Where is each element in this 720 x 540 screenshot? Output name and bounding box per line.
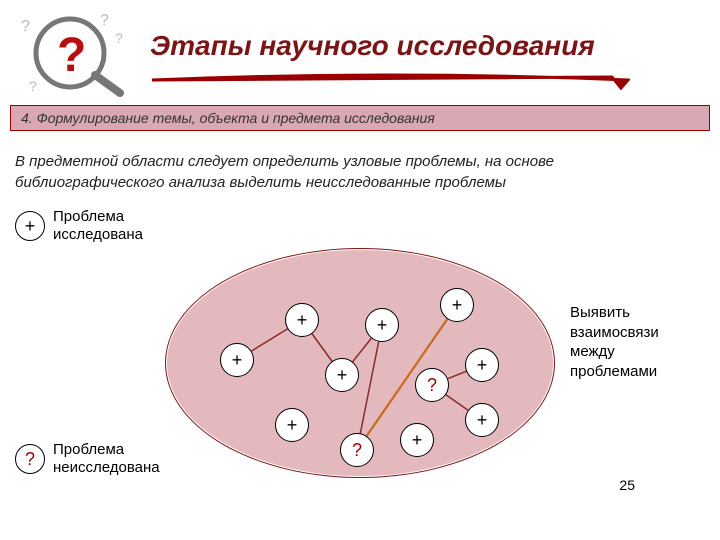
problem-space: +++++++++?? [165,248,555,478]
legend-researched-label: Проблемаисследована [53,208,143,244]
title-underline [150,70,630,95]
node-plus: + [465,348,499,382]
body-paragraph: В предметной области следует определить … [15,151,705,193]
svg-text:?: ? [57,29,86,82]
node-plus: + [440,288,474,322]
legend-plus-icon: + [15,211,45,241]
logo: ? ? ? ? ? [10,10,140,100]
legend-researched: + Проблемаисследована [15,208,143,244]
svg-text:?: ? [115,30,123,46]
node-plus: + [465,403,499,437]
svg-text:?: ? [100,13,109,29]
page-title: Этапы научного исследования [150,30,720,62]
svg-text:?: ? [29,78,37,94]
svg-text:?: ? [21,18,30,35]
section-heading: 4. Формулирование темы, объекта и предме… [10,105,710,131]
side-label: Выявитьвзаимосвязимеждупроблемами [570,303,700,381]
legend-question-icon: ? [15,444,45,474]
legend-unresearched: ? Проблеманеисследована [15,441,160,477]
node-plus: + [220,343,254,377]
diagram: + Проблемаисследована ? Проблеманеисслед… [15,203,705,523]
node-plus: + [365,308,399,342]
section-text: 4. Формулирование темы, объекта и предме… [21,110,435,126]
node-question: ? [340,433,374,467]
legend-unresearched-label: Проблеманеисследована [53,441,160,477]
node-plus: + [275,408,309,442]
node-plus: + [285,303,319,337]
node-question: ? [415,368,449,402]
node-plus: + [325,358,359,392]
page-number: 25 [619,477,635,493]
node-plus: + [400,423,434,457]
